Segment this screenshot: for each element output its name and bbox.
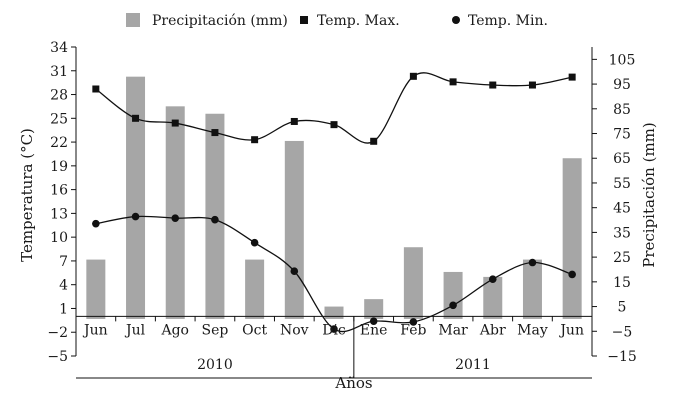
x-tick-label: Nov — [280, 322, 309, 338]
y-left-tick-label: 31 — [50, 64, 68, 80]
y-right-tick-label: 105 — [609, 52, 636, 68]
tmin-point — [171, 214, 180, 222]
y-left-tick-label: 25 — [50, 111, 68, 127]
tmax-point — [489, 81, 497, 89]
y-left-tick-label: −5 — [47, 349, 68, 365]
precip-bar — [284, 140, 304, 319]
year-label: 2011 — [455, 357, 491, 373]
y-right-tick-label: 35 — [613, 225, 631, 241]
y-right-tick-label: 95 — [613, 77, 631, 93]
y-right-tick-label: 45 — [613, 201, 631, 217]
y-right-tick-label: 25 — [613, 250, 631, 266]
y-left-tick-label: 13 — [50, 206, 68, 222]
x-tick-label: Mar — [438, 322, 468, 338]
year-label: 2010 — [197, 357, 233, 373]
y-right-tick-label: 75 — [613, 127, 631, 143]
legend: Precipitación (mm) Temp. Max. Temp. Min. — [126, 13, 548, 29]
x-tick-label: Jun — [82, 322, 108, 338]
legend-precip-swatch — [126, 13, 140, 27]
tmax-point — [370, 137, 378, 145]
tmin-point — [488, 275, 497, 283]
y-axis-right-title: Precipitación (mm) — [640, 122, 658, 268]
tmax-point — [92, 85, 100, 93]
legend-tmax-label: Temp. Max. — [317, 13, 400, 29]
y-right-tick-label: −15 — [607, 349, 637, 365]
precip-bar — [126, 76, 146, 319]
tmin-point — [211, 215, 219, 224]
precip-bar — [364, 299, 384, 319]
tmax-point — [251, 136, 259, 144]
precip-bar — [324, 306, 344, 319]
tmin-point — [449, 301, 457, 310]
tmax-point — [528, 81, 536, 89]
y-right-tick-label: 5 — [618, 300, 627, 316]
tmax-point — [171, 119, 179, 127]
precip-bar — [483, 276, 503, 319]
precip-bar — [245, 259, 265, 319]
y-right-tick-label: 85 — [613, 102, 631, 118]
x-tick-label: Jul — [124, 322, 146, 338]
y-left-tick-label: 1 — [59, 301, 68, 317]
y-left-tick-label: 4 — [59, 278, 68, 294]
tmax-point — [132, 114, 140, 122]
x-tick-label: Ago — [160, 322, 189, 338]
y-left-tick-label: 10 — [50, 230, 68, 246]
x-tick-label: May — [517, 322, 548, 338]
precip-bar — [403, 247, 423, 319]
tmin-point — [92, 219, 100, 228]
tmin-point — [250, 238, 259, 247]
legend-precip-label: Precipitación (mm) — [152, 13, 288, 29]
precip-bar — [165, 106, 185, 319]
y-right-tick-label: 15 — [613, 275, 631, 291]
tmin-point — [131, 212, 140, 221]
tmin-point — [369, 317, 378, 325]
x-tick-label: Sep — [202, 322, 229, 338]
x-tick-label: Abr — [479, 322, 506, 338]
y-left-tick-label: 16 — [50, 183, 68, 199]
y-right-tick-label: −5 — [612, 324, 633, 340]
x-tick-label: Ene — [360, 322, 388, 338]
y-axis-left-title: Temperatura (°C) — [18, 128, 36, 262]
y-left-tick-label: 22 — [50, 135, 68, 151]
legend-tmin-label: Temp. Min. — [468, 13, 548, 29]
tmax-point — [330, 121, 338, 129]
x-tick-label: Feb — [400, 322, 426, 338]
legend-tmin-marker — [452, 16, 460, 24]
x-tick-label: Oct — [242, 322, 267, 338]
tmax-point — [290, 117, 298, 125]
y-right-tick-label: 55 — [613, 176, 631, 192]
x-tick-label: Dic — [322, 322, 346, 338]
tmin-point — [409, 318, 418, 326]
y-left-tick-label: 28 — [50, 88, 68, 104]
tmax-point — [211, 129, 219, 137]
tmin-point — [330, 325, 338, 333]
precip-bar — [86, 259, 106, 319]
tmin-point — [528, 258, 537, 267]
legend-tmax-marker — [300, 16, 308, 24]
precip-bar — [522, 259, 542, 319]
x-tick-label: Jun — [558, 322, 584, 338]
y-right-tick-label: 65 — [613, 151, 631, 167]
y-left-tick-label: 19 — [50, 159, 68, 175]
y-left-tick-label: 7 — [59, 254, 68, 270]
tmin-point — [568, 270, 576, 279]
y-left-tick-label: 34 — [50, 40, 68, 56]
precip-bar — [443, 271, 463, 319]
tmax-point — [568, 73, 576, 81]
y-left-tick-label: −2 — [47, 325, 68, 341]
precip-bar — [562, 158, 582, 319]
tmax-point — [449, 78, 457, 86]
tmax-point — [409, 72, 417, 80]
tmin-point — [290, 267, 299, 276]
